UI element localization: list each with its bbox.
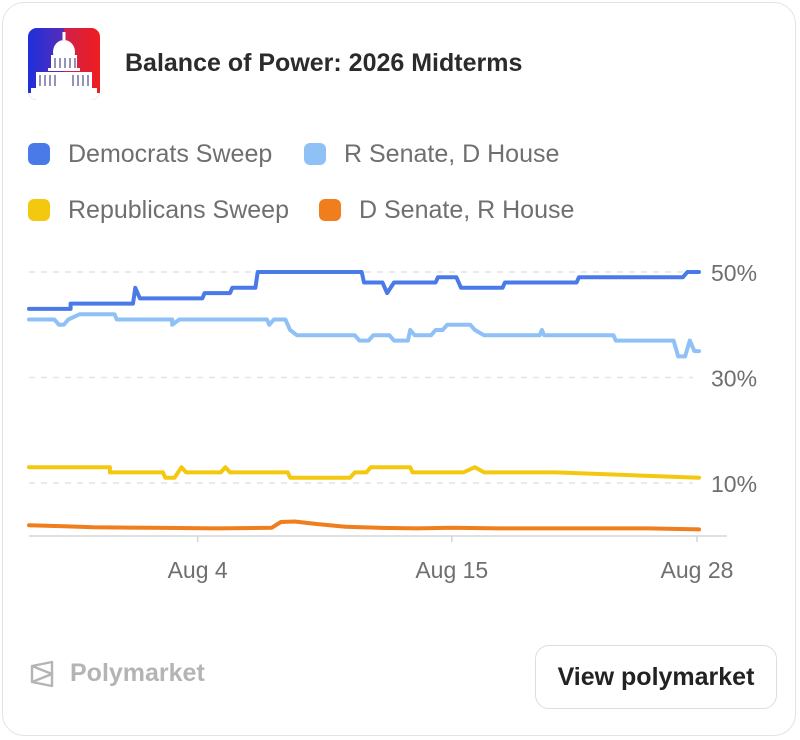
legend-item-d-senate-r-house: D Senate, R House (319, 195, 574, 225)
legend-swatch (28, 199, 50, 221)
legend-swatch (304, 143, 326, 165)
y-tick-label: 10% (711, 471, 757, 497)
legend-swatch (319, 199, 341, 221)
capitol-building-icon (28, 28, 100, 100)
series-line-republicans-sweep (27, 465, 701, 480)
line-chart: 50% 30% 10% Aug 4 Aug 15 Aug 28 (27, 260, 757, 583)
legend-label: Republicans Sweep (68, 195, 289, 224)
series-line-r-senate-d-house (27, 312, 701, 359)
market-title: Balance of Power: 2026 Midterms (125, 49, 523, 77)
brand-name: Polymarket (70, 659, 205, 687)
polymarket-logo-icon (30, 660, 54, 687)
legend-label: Democrats Sweep (68, 139, 273, 168)
y-tick-label: 50% (711, 260, 757, 286)
legend-item-r-senate-d-house: R Senate, D House (304, 139, 559, 169)
legend-swatch (28, 143, 50, 165)
x-tick-label: Aug 15 (415, 557, 488, 583)
x-tick-label: Aug 4 (168, 557, 228, 583)
legend-item-republicans-sweep: Republicans Sweep (28, 195, 289, 225)
view-polymarket-button[interactable]: View polymarket (535, 645, 777, 709)
y-tick-label: 30% (711, 366, 757, 392)
series-line-d-senate-r-house (27, 519, 701, 532)
legend-label: D Senate, R House (359, 195, 575, 224)
x-tick-label: Aug 28 (661, 557, 734, 583)
series-line-democrats-sweep (27, 270, 701, 311)
legend-item-democrats-sweep: Democrats Sweep (28, 139, 272, 169)
polymarket-brand: Polymarket (28, 659, 205, 688)
legend-label: R Senate, D House (344, 139, 560, 168)
